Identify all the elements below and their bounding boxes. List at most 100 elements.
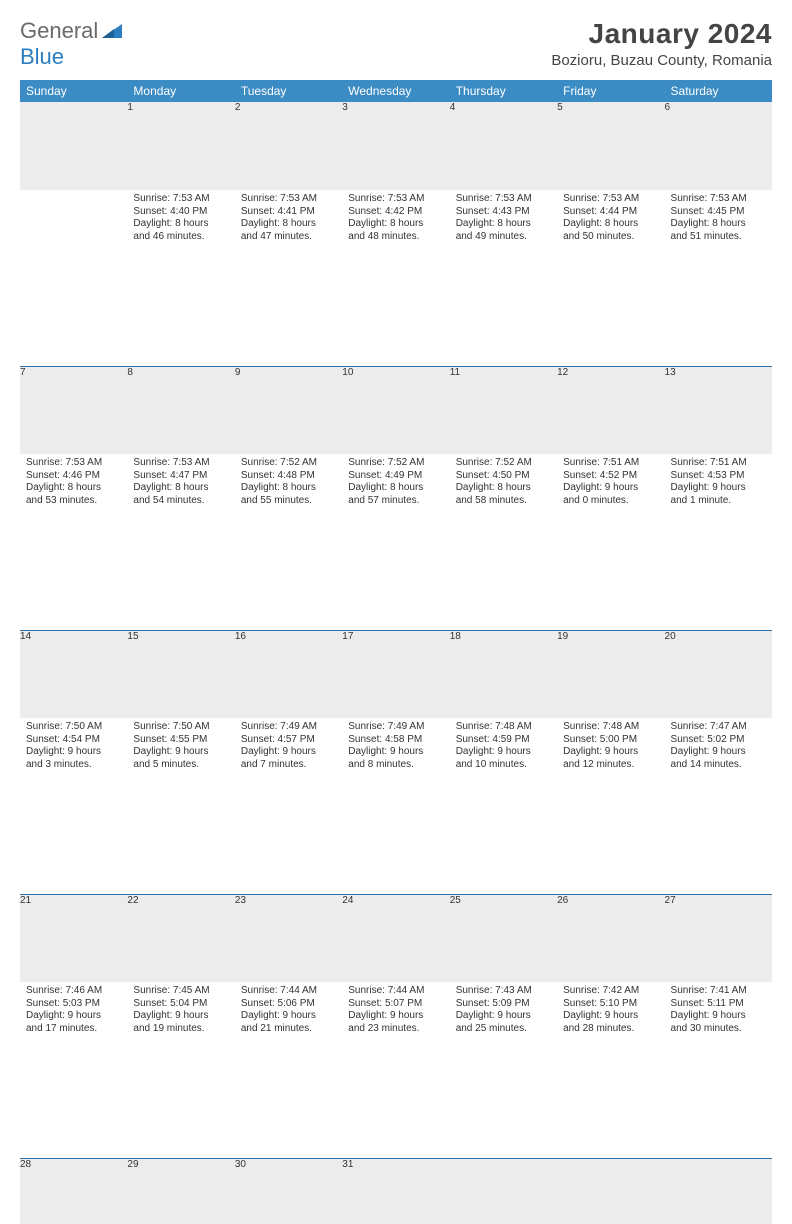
day-sunset: Sunset: 4:44 PM	[563, 206, 658, 219]
day-sunrise: Sunrise: 7:48 AM	[456, 721, 551, 734]
day-day1: Daylight: 9 hours	[133, 746, 228, 759]
daynum-row: 14151617181920	[20, 630, 772, 718]
day-cell: Sunrise: 7:53 AMSunset: 4:45 PMDaylight:…	[665, 190, 772, 278]
day-number: 14	[20, 630, 127, 718]
day-sunset: Sunset: 5:09 PM	[456, 998, 551, 1011]
day-day2: and 49 minutes.	[456, 231, 551, 244]
day-day2: and 46 minutes.	[133, 231, 228, 244]
day-day1: Daylight: 8 hours	[133, 482, 228, 495]
day-content: Sunrise: 7:48 AMSunset: 5:00 PMDaylight:…	[557, 718, 664, 777]
day-number: 10	[342, 366, 449, 454]
day-day1: Daylight: 9 hours	[348, 1010, 443, 1023]
day-number: 2	[235, 102, 342, 190]
day-content: Sunrise: 7:51 AMSunset: 4:53 PMDaylight:…	[665, 454, 772, 513]
weekday-header-row: Sunday Monday Tuesday Wednesday Thursday…	[20, 80, 772, 102]
day-day2: and 21 minutes.	[241, 1023, 336, 1036]
month-title: January 2024	[551, 18, 772, 50]
day-number: 28	[20, 1158, 127, 1224]
day-sunrise: Sunrise: 7:52 AM	[348, 457, 443, 470]
day-number: 31	[342, 1158, 449, 1224]
day-sunrise: Sunrise: 7:50 AM	[26, 721, 121, 734]
day-day2: and 51 minutes.	[671, 231, 766, 244]
day-content: Sunrise: 7:44 AMSunset: 5:06 PMDaylight:…	[235, 982, 342, 1041]
daynum-row: 21222324252627	[20, 894, 772, 982]
day-sunrise: Sunrise: 7:45 AM	[133, 985, 228, 998]
day-day2: and 30 minutes.	[671, 1023, 766, 1036]
day-cell: Sunrise: 7:51 AMSunset: 4:53 PMDaylight:…	[665, 454, 772, 542]
day-day1: Daylight: 9 hours	[133, 1010, 228, 1023]
day-sunrise: Sunrise: 7:49 AM	[348, 721, 443, 734]
day-number: 25	[450, 894, 557, 982]
day-content: Sunrise: 7:46 AMSunset: 5:03 PMDaylight:…	[20, 982, 127, 1041]
day-cell: Sunrise: 7:49 AMSunset: 4:58 PMDaylight:…	[342, 718, 449, 806]
day-sunset: Sunset: 4:54 PM	[26, 734, 121, 747]
day-number: 18	[450, 630, 557, 718]
day-number	[665, 1158, 772, 1224]
week-row: Sunrise: 7:53 AMSunset: 4:46 PMDaylight:…	[20, 454, 772, 542]
day-number	[557, 1158, 664, 1224]
day-content: Sunrise: 7:50 AMSunset: 4:54 PMDaylight:…	[20, 718, 127, 777]
day-number: 12	[557, 366, 664, 454]
day-day2: and 8 minutes.	[348, 759, 443, 772]
day-content: Sunrise: 7:53 AMSunset: 4:42 PMDaylight:…	[342, 190, 449, 249]
day-number: 16	[235, 630, 342, 718]
day-day2: and 17 minutes.	[26, 1023, 121, 1036]
day-cell: Sunrise: 7:53 AMSunset: 4:44 PMDaylight:…	[557, 190, 664, 278]
day-cell	[20, 190, 127, 278]
day-sunset: Sunset: 4:48 PM	[241, 470, 336, 483]
day-content: Sunrise: 7:42 AMSunset: 5:10 PMDaylight:…	[557, 982, 664, 1041]
day-number: 4	[450, 102, 557, 190]
daynum-row: 78910111213	[20, 366, 772, 454]
day-day2: and 58 minutes.	[456, 495, 551, 508]
day-number: 27	[665, 894, 772, 982]
day-sunrise: Sunrise: 7:51 AM	[563, 457, 658, 470]
day-sunrise: Sunrise: 7:51 AM	[671, 457, 766, 470]
day-cell: Sunrise: 7:53 AMSunset: 4:41 PMDaylight:…	[235, 190, 342, 278]
day-content: Sunrise: 7:53 AMSunset: 4:46 PMDaylight:…	[20, 454, 127, 513]
day-number: 15	[127, 630, 234, 718]
day-day1: Daylight: 9 hours	[26, 746, 121, 759]
day-sunrise: Sunrise: 7:52 AM	[241, 457, 336, 470]
day-sunset: Sunset: 5:11 PM	[671, 998, 766, 1011]
logo-mark-icon	[102, 24, 122, 38]
day-day1: Daylight: 8 hours	[456, 218, 551, 231]
day-day1: Daylight: 9 hours	[563, 1010, 658, 1023]
day-number: 30	[235, 1158, 342, 1224]
day-number: 22	[127, 894, 234, 982]
day-number: 29	[127, 1158, 234, 1224]
daynum-row: 28293031	[20, 1158, 772, 1224]
day-day1: Daylight: 9 hours	[563, 746, 658, 759]
day-number: 7	[20, 366, 127, 454]
day-day2: and 53 minutes.	[26, 495, 121, 508]
day-number: 1	[127, 102, 234, 190]
day-day2: and 57 minutes.	[348, 495, 443, 508]
day-content: Sunrise: 7:53 AMSunset: 4:44 PMDaylight:…	[557, 190, 664, 249]
week-row: Sunrise: 7:53 AMSunset: 4:40 PMDaylight:…	[20, 190, 772, 278]
day-sunset: Sunset: 5:04 PM	[133, 998, 228, 1011]
day-sunrise: Sunrise: 7:53 AM	[671, 193, 766, 206]
day-day1: Daylight: 9 hours	[241, 746, 336, 759]
day-number	[20, 102, 127, 190]
day-cell: Sunrise: 7:43 AMSunset: 5:09 PMDaylight:…	[450, 982, 557, 1070]
logo-word1: General	[20, 18, 98, 43]
logo: General Blue	[20, 18, 122, 70]
day-content: Sunrise: 7:53 AMSunset: 4:41 PMDaylight:…	[235, 190, 342, 249]
day-day1: Daylight: 8 hours	[348, 218, 443, 231]
location: Bozioru, Buzau County, Romania	[551, 52, 772, 69]
day-sunset: Sunset: 5:00 PM	[563, 734, 658, 747]
day-content: Sunrise: 7:45 AMSunset: 5:04 PMDaylight:…	[127, 982, 234, 1041]
day-sunrise: Sunrise: 7:46 AM	[26, 985, 121, 998]
day-cell: Sunrise: 7:53 AMSunset: 4:46 PMDaylight:…	[20, 454, 127, 542]
day-day2: and 50 minutes.	[563, 231, 658, 244]
gap-row	[20, 806, 772, 894]
day-sunset: Sunset: 4:59 PM	[456, 734, 551, 747]
day-cell: Sunrise: 7:45 AMSunset: 5:04 PMDaylight:…	[127, 982, 234, 1070]
day-day1: Daylight: 8 hours	[671, 218, 766, 231]
day-number: 6	[665, 102, 772, 190]
day-number	[450, 1158, 557, 1224]
day-content: Sunrise: 7:53 AMSunset: 4:47 PMDaylight:…	[127, 454, 234, 513]
day-cell: Sunrise: 7:53 AMSunset: 4:43 PMDaylight:…	[450, 190, 557, 278]
day-cell: Sunrise: 7:50 AMSunset: 4:54 PMDaylight:…	[20, 718, 127, 806]
day-number: 19	[557, 630, 664, 718]
day-sunset: Sunset: 4:52 PM	[563, 470, 658, 483]
